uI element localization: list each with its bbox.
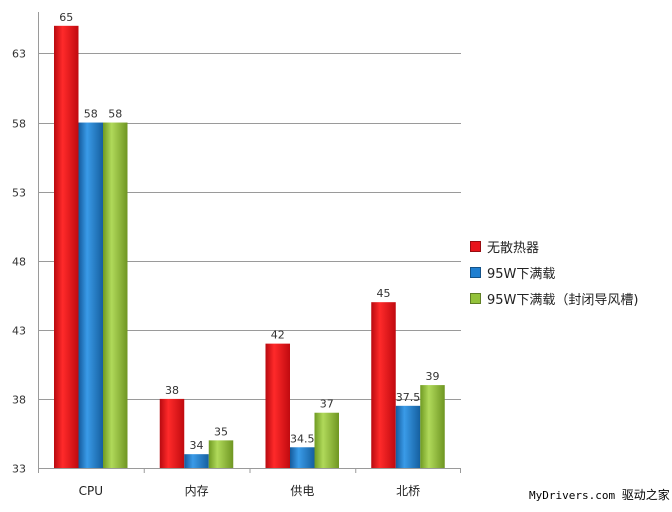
bar	[314, 412, 339, 468]
data-label: 65	[59, 11, 73, 24]
data-label: 37.5	[396, 391, 421, 404]
data-label: 34	[190, 439, 204, 452]
legend-item-series-1: 无散热器	[470, 233, 638, 259]
data-label: 34.5	[290, 432, 315, 445]
y-tick-label: 58	[12, 118, 26, 131]
y-tick-label: 33	[12, 463, 26, 476]
data-labels: 65 58 58 38 34 35 42 34.5 37 45 37.5 39	[59, 11, 439, 452]
watermark-cn: 驱动之家	[621, 488, 670, 502]
bar	[78, 122, 103, 468]
data-label: 58	[108, 108, 122, 121]
data-label: 58	[84, 108, 98, 121]
data-label: 38	[165, 384, 179, 397]
legend-label: 95W下满载（封闭导风槽)	[487, 292, 639, 308]
bar	[54, 25, 79, 469]
legend-swatch	[470, 266, 481, 278]
y-tick-label: 53	[12, 187, 26, 200]
watermark-latin: MyDrivers.com	[529, 489, 616, 502]
legend: 无散热器 95W下满载 95W下满载（封闭导风槽)	[470, 233, 638, 311]
x-tick-label: 内存	[185, 484, 209, 498]
bar	[103, 122, 128, 468]
y-tick-label: 48	[12, 256, 26, 269]
legend-swatch	[470, 292, 481, 304]
bar	[371, 302, 396, 468]
legend-item-series-3: 95W下满载（封闭导风槽)	[470, 285, 638, 311]
y-tick-label: 63	[12, 48, 26, 61]
watermark: MyDrivers.com 驱动之家	[529, 486, 670, 503]
data-label: 39	[426, 370, 440, 383]
y-axis: 33 38 43 48 53 58 63	[12, 12, 39, 476]
bar	[184, 454, 209, 468]
bar	[290, 447, 315, 468]
bars	[54, 25, 445, 469]
x-tick-label: CPU	[79, 484, 103, 498]
bar	[395, 405, 421, 468]
data-label: 37	[320, 398, 334, 411]
bar	[208, 440, 234, 468]
legend-item-series-2: 95W下满载	[470, 259, 638, 285]
data-label: 42	[271, 329, 285, 342]
legend-label: 95W下满载	[487, 266, 556, 282]
y-tick-label: 38	[12, 394, 26, 407]
bar	[159, 398, 185, 468]
data-label: 45	[377, 287, 391, 300]
legend-swatch	[470, 240, 481, 252]
legend-label: 无散热器	[487, 240, 540, 256]
x-tick-label: 供电	[290, 484, 314, 498]
x-tick-label: 北桥	[396, 484, 420, 498]
y-tick-label: 43	[12, 325, 26, 338]
bar	[420, 385, 445, 468]
x-axis: CPU 内存 供电 北桥	[38, 468, 461, 498]
data-label: 35	[214, 425, 228, 438]
bar	[265, 343, 290, 468]
